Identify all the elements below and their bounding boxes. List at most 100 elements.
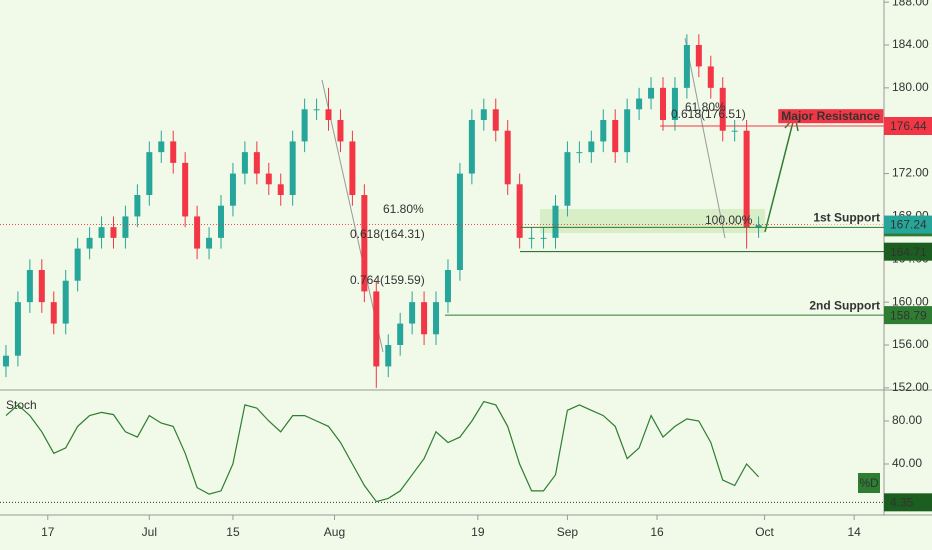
candle-body [552, 205, 559, 238]
osc-level-tag [884, 493, 932, 512]
candle-body [671, 87, 678, 120]
price-tag-label: 158.79 [890, 308, 927, 322]
candle-body [743, 130, 750, 228]
candle-body [755, 225, 762, 228]
candle-body [468, 120, 475, 174]
candle-body [229, 173, 236, 206]
candle-body [600, 120, 607, 142]
price-tag [884, 215, 932, 234]
candle-body [50, 302, 57, 324]
fib-label: 61.80% [383, 202, 424, 216]
candle-body [731, 130, 738, 132]
candle-body [134, 195, 141, 217]
osc-legend-bg [858, 473, 880, 493]
candle-body [576, 152, 583, 154]
fib-label: 0.618(176.51) [671, 107, 746, 121]
x-tick-label: Oct [755, 525, 774, 539]
candle-body [110, 227, 117, 238]
candle-body [98, 227, 105, 238]
y-tick-label: 184.00 [892, 37, 929, 51]
candle-body [385, 345, 392, 367]
x-tick-label: Aug [324, 525, 345, 539]
candle-body [337, 120, 344, 142]
level-label-bg [806, 298, 883, 313]
candle-body [433, 302, 440, 335]
candle-body [624, 109, 631, 153]
price-tag-label: 164.71 [890, 245, 927, 259]
candle-body [265, 173, 272, 185]
y-tick-label: 180.00 [892, 80, 929, 94]
candle-body [206, 237, 213, 249]
fib-label: 0.618(164.31) [350, 227, 425, 241]
candle-body [683, 45, 690, 88]
candle-body [361, 195, 368, 292]
candle-body [421, 302, 428, 335]
candle-body [301, 109, 308, 142]
x-tick-label: Sep [557, 525, 579, 539]
candle-body [26, 270, 33, 303]
candle-body [277, 184, 284, 195]
fib-label: 61.80% [685, 100, 726, 114]
candle-body [660, 87, 666, 120]
osc-tick-label: 40.00 [892, 456, 922, 470]
x-tick-label: 14 [847, 525, 861, 539]
candle-body [504, 130, 511, 185]
price-tag-label: 176.44 [890, 119, 927, 133]
price-tag [884, 306, 932, 325]
candle-body [456, 173, 463, 270]
candle-body [528, 237, 535, 239]
candle-body [397, 323, 404, 345]
candle-body [86, 237, 93, 249]
candle-body [373, 291, 380, 367]
x-tick-label: 16 [650, 525, 664, 539]
candle-body [409, 302, 416, 324]
candle-body [218, 205, 224, 238]
y-tick-label: 172.00 [892, 166, 929, 180]
candle-body [194, 216, 201, 249]
candle-body [74, 248, 81, 281]
x-tick-label: 19 [471, 525, 485, 539]
fib-leg [321, 79, 384, 353]
level-label: 1st Support [813, 211, 880, 225]
y-tick-label: 188.00 [892, 0, 929, 8]
fib-label: 100.00% [705, 213, 753, 227]
candle-body [480, 109, 487, 120]
candle-body [146, 152, 153, 195]
level-label-bg [778, 109, 884, 124]
price-tag-label: 167.24 [890, 218, 927, 232]
candle-body [14, 302, 21, 356]
x-tick-label: Jul [142, 525, 157, 539]
fib-label: 0.764(159.59) [350, 273, 425, 287]
candle-body [158, 141, 165, 153]
level-label: Major Resistance [781, 109, 880, 123]
candle-body [648, 87, 655, 99]
level-label-bg [810, 210, 883, 225]
y-tick-label: 156.00 [892, 337, 929, 351]
candle-body [540, 237, 547, 239]
candle-body [182, 162, 189, 217]
candle-body [289, 141, 296, 195]
candle-body [349, 141, 356, 195]
candle-body [170, 141, 177, 163]
candle-body [707, 66, 714, 88]
price-tag [884, 117, 932, 135]
osc-line [5, 400, 760, 503]
candle-body [313, 109, 320, 111]
candle-body [241, 152, 248, 174]
candle-body [516, 184, 523, 238]
level-label: 2nd Support [809, 298, 880, 312]
fib-leg [684, 37, 726, 239]
y-tick-label: 160.00 [892, 294, 929, 308]
candle-body [2, 355, 9, 367]
candle-body [444, 270, 451, 303]
osc-level-label: 4.35 [890, 495, 914, 509]
candle-body [612, 120, 619, 153]
price-tag [884, 242, 932, 261]
y-tick-label: 152.00 [892, 380, 929, 394]
candle-body [695, 45, 702, 67]
x-tick-label: 17 [41, 525, 55, 539]
candle-body [719, 87, 726, 131]
candle-body [492, 109, 499, 131]
